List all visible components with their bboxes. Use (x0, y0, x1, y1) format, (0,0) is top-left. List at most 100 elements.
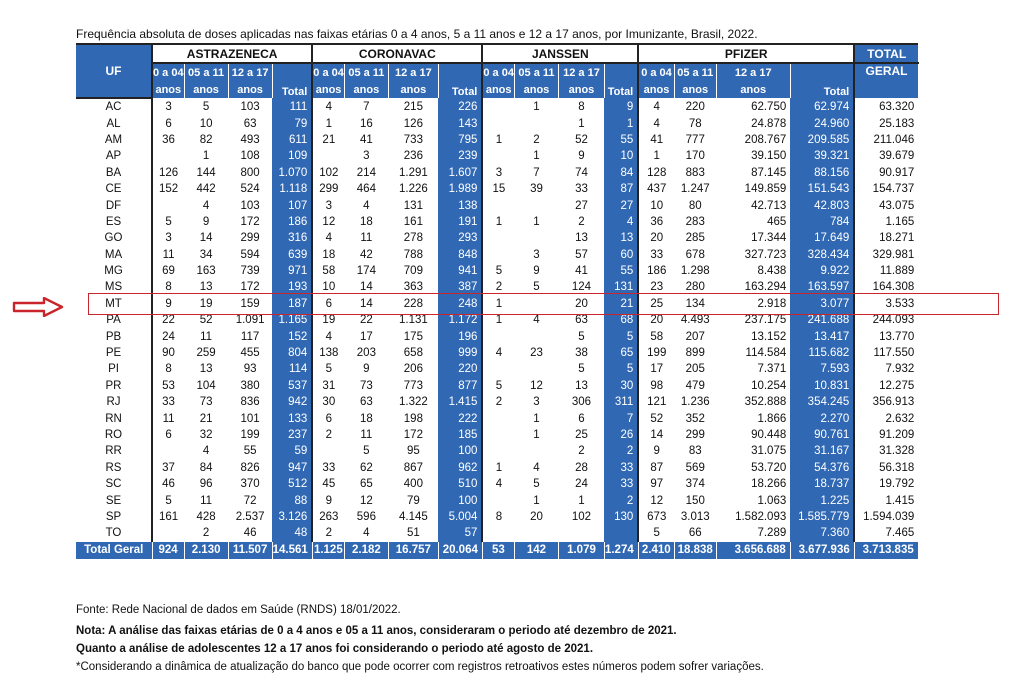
cell-coronavac-age-1: 65 (359, 478, 373, 491)
cell-total-geral: 154.737 (853, 180, 919, 198)
cell-coronavac-age-0: 6 (325, 297, 333, 310)
cell-pfizer-age-2: 114.584 (745, 347, 787, 360)
cell-total-geral: 329.981 (853, 246, 919, 263)
table-row: AL 6 10 63 79 1 16 126 143 1 1 4 78 24.878 24.960 25.18… (76, 115, 919, 132)
cell-astrazeneca-age-0: 8 (165, 363, 172, 376)
cell-coronavac-age-1: 16 (359, 117, 373, 130)
cell-coronavac-age-1: 9 (363, 363, 370, 376)
cell-pfizer-age-1: 220 (685, 100, 705, 113)
cell-astrazeneca-age-1: 52 (199, 314, 213, 327)
cell-pfizer-age-2: 10.254 (751, 379, 787, 392)
total-astrazeneca-age-1: 2.130 (184, 541, 229, 559)
header-uf: UF (76, 43, 153, 99)
cell-janssen-age-2: 57 (575, 248, 588, 261)
header-pfizer-age-1: 05 a 11 (674, 63, 717, 81)
cell-astrazeneca-age-2: 380 (240, 379, 260, 392)
cell-coronavac-age-2: 867 (403, 461, 423, 474)
cell-total-geral: 117.550 (853, 344, 919, 362)
cell-coronavac-age-2: 658 (403, 347, 423, 360)
header-total-geral-line2: GERAL (853, 63, 919, 98)
cell-janssen-age-2: 74 (575, 166, 588, 179)
cell-astrazeneca-age-1: 84 (199, 461, 213, 474)
cell-astrazeneca-age-2: 103 (240, 199, 260, 212)
cell-astrazeneca-age-2: 739 (240, 265, 260, 278)
cell-astrazeneca-age-1: 163 (196, 265, 216, 278)
cell-astrazeneca-total: 537 (272, 377, 314, 395)
cell-coronavac-age-0: 102 (319, 166, 339, 179)
cell-astrazeneca-age-0: 5 (165, 215, 172, 228)
header-astrazeneca-total: Total (272, 63, 314, 98)
cell-total-geral: 19.792 (853, 475, 919, 493)
cell-coronavac-total: 999 (438, 344, 484, 362)
cell-total-geral: 211.046 (853, 131, 919, 149)
cell-astrazeneca-age-2: 524 (240, 183, 260, 196)
cell-astrazeneca-total: 59 (272, 443, 314, 460)
cell-coronavac-age-2: 131 (403, 199, 423, 212)
cell-janssen-age-1 (514, 443, 558, 459)
cell-pfizer-total: 784 (790, 213, 855, 231)
cell-total-geral: 12.275 (853, 377, 919, 395)
cell-coronavac-age-1: 14 (359, 297, 373, 310)
cell-pfizer-age-2: 42.713 (751, 199, 787, 212)
row-uf: SC (76, 475, 153, 493)
cell-total-geral: 3.533 (853, 295, 919, 313)
cell-coronavac-age-1: 7 (363, 100, 370, 113)
cell-janssen-age-2: 38 (575, 347, 588, 360)
cell-janssen-total: 13 (604, 230, 640, 247)
cell-pfizer-age-0: 36 (650, 215, 664, 228)
cell-janssen-total: 2 (604, 492, 640, 509)
cell-pfizer-age-1: 883 (685, 166, 705, 179)
table-row: AP 1 108 109 3 236 239 1 9 10 1 170 39.150 39.321 39.6… (76, 148, 919, 165)
cell-pfizer-age-0: 23 (650, 281, 664, 294)
cell-coronavac-total: 220 (438, 361, 484, 378)
cell-coronavac-age-2: 215 (403, 100, 423, 113)
cell-coronavac-age-0: 33 (322, 461, 336, 474)
cell-coronavac-total: 226 (438, 98, 484, 116)
header-pfizer-age-unit-0: anos (638, 81, 675, 98)
cell-pfizer-age-0: 12 (650, 494, 664, 507)
cell-pfizer-total: 2.270 (790, 410, 855, 427)
cell-janssen-age-1: 1 (533, 494, 540, 507)
cell-astrazeneca-total: 1.118 (272, 180, 314, 198)
cell-astrazeneca-age-1: 4 (202, 199, 210, 212)
cell-pfizer-age-1: 1.247 (680, 183, 710, 196)
header-pfizer: PFIZER (638, 43, 855, 64)
cell-pfizer-age-1: 80 (688, 199, 702, 212)
header-janssen-age-unit-1: anos (514, 81, 559, 98)
cell-janssen-total: 21 (604, 295, 640, 313)
cell-coronavac-age-2: 1.291 (398, 166, 428, 179)
header-janssen-age-unit-0: anos (482, 81, 515, 98)
cell-astrazeneca-age-2: 159 (240, 297, 260, 310)
cell-janssen-age-0: 4 (495, 347, 503, 360)
cell-astrazeneca-total: 79 (272, 115, 314, 132)
total-astrazeneca-age-0: 924 (152, 541, 185, 559)
cell-total-geral: 39.679 (853, 148, 919, 165)
cell-astrazeneca-age-2: 101 (240, 412, 260, 425)
cell-coronavac-age-1: 596 (356, 510, 376, 523)
cell-janssen-age-1: 2 (533, 133, 540, 146)
cell-coronavac-age-2: 95 (406, 445, 420, 458)
cell-astrazeneca-age-0: 22 (162, 314, 175, 327)
cell-astrazeneca-age-1: 19 (199, 297, 213, 310)
cell-coronavac-total: 57 (438, 525, 484, 542)
cell-astrazeneca-age-2: 46 (243, 527, 257, 540)
header-astrazeneca-age-unit-0: anos (152, 81, 185, 98)
cell-pfizer-total: 163.597 (790, 279, 855, 296)
cell-astrazeneca-age-2: 1.091 (235, 314, 265, 327)
total-row-label: Total Geral (76, 541, 153, 559)
cell-coronavac-age-2: 126 (403, 117, 423, 130)
cell-astrazeneca-age-0: 8 (165, 281, 172, 294)
cell-pfizer-age-0: 437 (647, 183, 667, 196)
cell-janssen-total: 33 (604, 459, 640, 476)
cell-astrazeneca-age-0: 3 (165, 100, 172, 113)
cell-coronavac-total: 138 (438, 197, 484, 214)
cell-astrazeneca-age-1: 104 (196, 379, 216, 392)
cell-pfizer-age-2: 13.152 (751, 330, 787, 343)
cell-coronavac-age-0: 263 (319, 510, 339, 523)
cell-janssen-total: 2 (604, 443, 640, 460)
cell-pfizer-age-2: 208.767 (744, 133, 787, 146)
cell-total-geral: 244.093 (853, 312, 919, 329)
cell-janssen-age-0 (482, 525, 514, 541)
cell-coronavac-age-0: 6 (325, 412, 333, 425)
cell-coronavac-total: 941 (438, 262, 484, 280)
